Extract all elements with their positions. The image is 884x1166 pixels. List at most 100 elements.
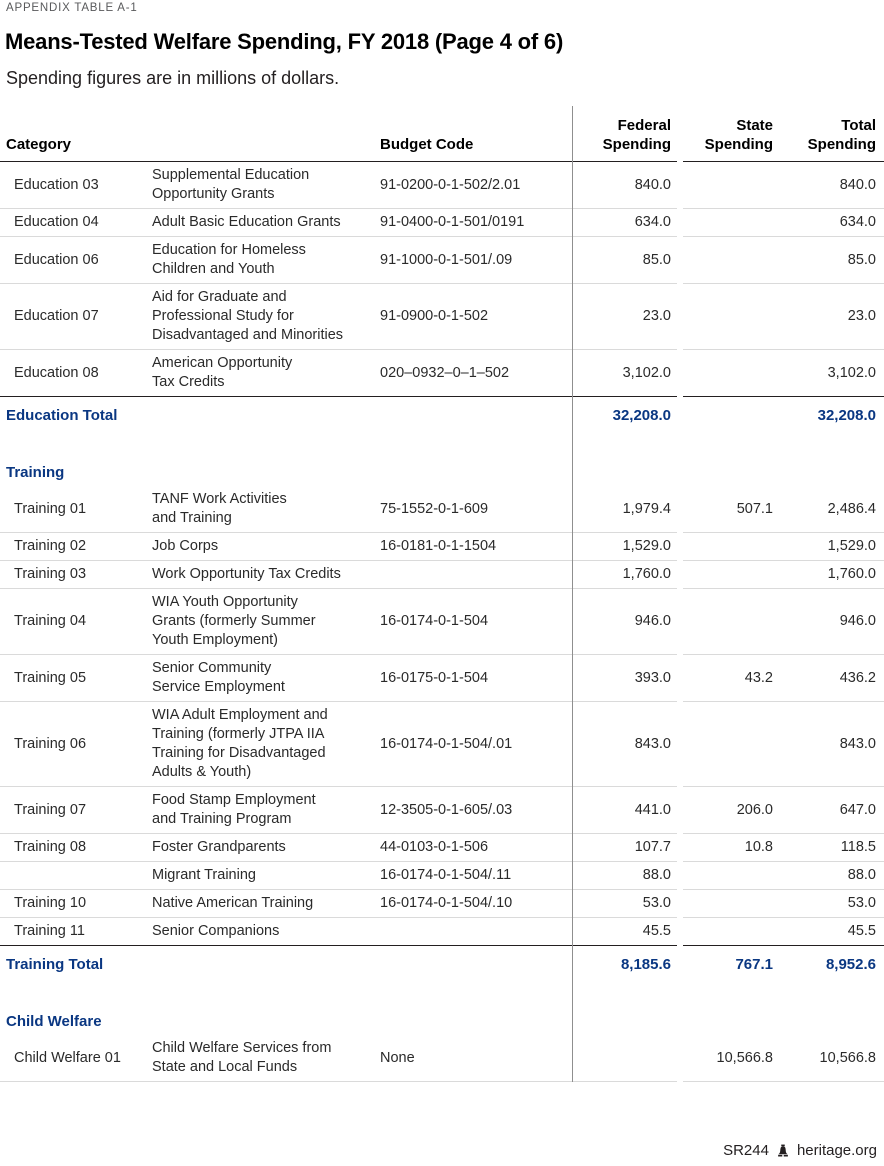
cell-budget-code (380, 928, 573, 936)
row-left-group: Training 08 Foster Grandparents 44-0103-0-… (0, 834, 573, 862)
cell-program-name: Work Opportunity Tax Credits (152, 566, 341, 582)
cell-program-name: Migrant Training (152, 867, 256, 883)
cell-federal-spending: 393.0 (573, 655, 677, 702)
header-left-group: Category Budget Code (0, 106, 573, 162)
cell-budget-code: 12-3505-0-1-605/.03 (380, 801, 513, 818)
footer-site: heritage.org (796, 1142, 877, 1159)
cell-federal-spending (573, 1035, 677, 1082)
cell-state-spending: 43.2 (744, 669, 773, 686)
cell-budget-code: 16-0174-0-1-504/.01 (380, 735, 513, 752)
cell-total-spending: 1,529.0 (827, 538, 876, 554)
cell-program-name: Foster Grandparents (152, 839, 286, 855)
row-left-group: Migrant Training 16-0174-0-1-504/.11 (0, 862, 573, 890)
cell-state-spending (683, 256, 778, 264)
cell-total-spending: 45.5 (847, 923, 876, 939)
table-row: Education 04 Adult Basic Education Grants… (0, 209, 884, 237)
cell-program-name: Senior Companions (152, 923, 280, 939)
cell-total-spending: 946.0 (839, 613, 876, 629)
cell-category: Training 10 (14, 895, 87, 911)
cell-program-name: WIA Youth Opportunity Grants (formerly S… (152, 594, 316, 648)
cell-program-name: Education for Homeless Children and Yout… (152, 242, 306, 277)
row-right-group: 507.1 2,486.4 (683, 486, 884, 533)
row-right-group: 946.0 (683, 589, 884, 655)
cell-program-name: Child Welfare Services from State and Lo… (152, 1040, 332, 1075)
page-footer: SR244 heritage.org (723, 1142, 877, 1159)
total-label: Training Total (6, 956, 104, 973)
cell-state-spending (683, 928, 778, 936)
row-left-group: Training 03 Work Opportunity Tax Credits (0, 561, 573, 589)
cell-program-name: Job Corps (152, 538, 219, 554)
cell-state-spending: 206.0 (736, 801, 773, 818)
total-right-group: 767.1 8,952.6 (683, 946, 884, 983)
cell-state-spending (683, 543, 778, 551)
cell-budget-code: 91-1000-0-1-501/.09 (380, 251, 513, 268)
row-left-group: Education 03 Supplemental Education Oppor… (0, 162, 573, 209)
column-divider-rule (572, 106, 573, 1082)
cell-state-spending (683, 313, 778, 321)
row-right-group: 10.8 118.5 (683, 834, 884, 862)
row-right-group: 53.0 (683, 890, 884, 918)
cell-category: Education 08 (14, 364, 99, 381)
cell-category: Training 03 (14, 566, 87, 582)
cell-federal-spending: 1,529.0 (573, 533, 677, 561)
row-left-group: Education 04 Adult Basic Education Grants… (0, 209, 573, 237)
row-left-group: Education 08 American Opportunity Tax Cre… (0, 350, 573, 397)
cell-program-name: Adult Basic Education Grants (152, 214, 341, 230)
row-left-group: Training 11 Senior Companions (0, 918, 573, 946)
cell-category (0, 872, 152, 880)
cell-state-spending (683, 618, 778, 626)
table-row: Child Welfare 01 Child Welfare Services f… (0, 1035, 884, 1082)
cell-program-name: Aid for Graduate and Professional Study … (152, 289, 344, 343)
total-right-group: 32,208.0 (683, 397, 884, 434)
row-left-group: Training 07 Food Stamp Employment and Tra… (0, 787, 573, 834)
table-row: Training 02 Job Corps 16-0181-0-1-1504 1,52… (0, 533, 884, 561)
cell-state-spending (683, 219, 778, 227)
report-id: SR244 (723, 1142, 769, 1159)
row-right-group: 843.0 (683, 702, 884, 787)
cell-budget-code: 91-0400-0-1-501/0191 (380, 214, 525, 230)
section-label: Child Welfare (6, 1013, 102, 1030)
cell-budget-code: 91-0200-0-1-502/2.01 (380, 176, 521, 193)
cell-federal-spending: 53.0 (573, 890, 677, 918)
row-left-group: Training 01 TANF Work Activities and Trai… (0, 486, 573, 533)
table-row: Training 01 TANF Work Activities and Trai… (0, 486, 884, 533)
cell-program-name: Senior Community Service Employment (152, 660, 285, 695)
cell-total-spending: 3,102.0 (827, 364, 876, 381)
cell-state-spending: 10.8 (744, 839, 773, 855)
header-right-group: State Spending Total Spending (683, 106, 884, 162)
cell-total-spending: 2,486.4 (827, 500, 876, 517)
section-total-row: Education Total 32,208.0 32,208.0 (0, 397, 884, 434)
cell-category: Training 05 (14, 669, 87, 686)
total-federal-spending: 8,185.6 (620, 956, 671, 973)
row-left-group: Training 04 WIA Youth Opportunity Grants … (0, 589, 573, 655)
header-program-spacer (152, 153, 380, 161)
cell-category: Training 04 (14, 613, 87, 629)
cell-federal-spending: 88.0 (573, 862, 677, 890)
cell-program-name: Native American Training (152, 895, 314, 911)
row-right-group: 10,566.8 10,566.8 (683, 1035, 884, 1082)
cell-program-name: TANF Work Activities and Training (152, 491, 287, 526)
row-left-group: Training 10 Native American Training 16-01… (0, 890, 573, 918)
section-label: Training (6, 464, 65, 481)
cell-federal-spending: 3,102.0 (573, 350, 677, 397)
cell-federal-spending: 946.0 (573, 589, 677, 655)
cell-budget-code: 75-1552-0-1-609 (380, 500, 489, 517)
table-body: Education 03 Supplemental Education Oppor… (0, 162, 884, 1082)
table-row: Training 06 WIA Adult Employment and Trai… (0, 702, 884, 787)
row-left-group: Education 07 Aid for Graduate and Profess… (0, 284, 573, 350)
header-category: Category (6, 136, 72, 153)
section-total-row: Training Total 8,185.6 767.1 8,952.6 (0, 946, 884, 983)
cell-state-spending (683, 900, 778, 908)
total-total-spending: 8,952.6 (825, 956, 876, 973)
cell-federal-spending: 1,760.0 (573, 561, 677, 589)
cell-total-spending: 85.0 (847, 251, 876, 268)
cell-state-spending: 507.1 (736, 500, 773, 517)
page-subtitle: Spending figures are in millions of doll… (6, 68, 340, 88)
row-right-group: 1,529.0 (683, 533, 884, 561)
cell-program-name: Supplemental Education Opportunity Grant… (152, 167, 310, 202)
table-row: Training 05 Senior Community Service Empl… (0, 655, 884, 702)
row-left-group: Child Welfare 01 Child Welfare Services f… (0, 1035, 573, 1082)
cell-program-name: WIA Adult Employment and Training (forme… (152, 707, 328, 780)
cell-total-spending: 436.2 (839, 669, 876, 686)
